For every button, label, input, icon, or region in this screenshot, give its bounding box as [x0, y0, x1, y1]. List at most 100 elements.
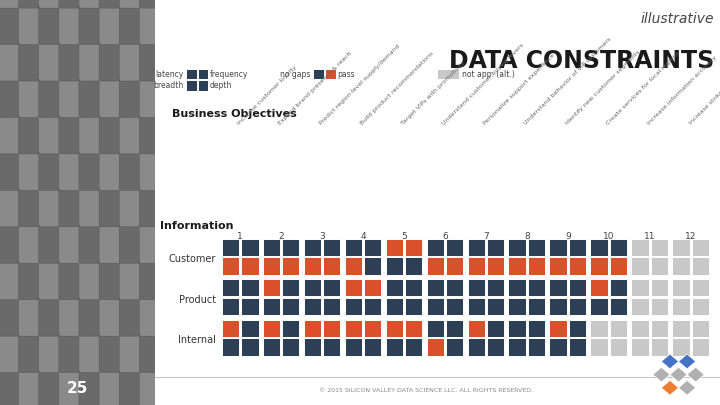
FancyBboxPatch shape	[140, 259, 161, 300]
FancyBboxPatch shape	[0, 77, 20, 117]
FancyBboxPatch shape	[120, 223, 141, 263]
FancyBboxPatch shape	[241, 338, 258, 356]
FancyBboxPatch shape	[120, 150, 141, 190]
FancyBboxPatch shape	[120, 296, 141, 336]
FancyBboxPatch shape	[508, 257, 526, 275]
FancyBboxPatch shape	[222, 279, 239, 296]
FancyBboxPatch shape	[610, 338, 627, 356]
FancyBboxPatch shape	[282, 257, 300, 275]
FancyBboxPatch shape	[304, 257, 321, 275]
FancyBboxPatch shape	[325, 69, 336, 79]
FancyBboxPatch shape	[140, 0, 161, 8]
FancyBboxPatch shape	[59, 113, 81, 154]
Text: 9: 9	[565, 232, 571, 241]
FancyBboxPatch shape	[569, 279, 586, 296]
FancyBboxPatch shape	[0, 113, 20, 154]
FancyBboxPatch shape	[590, 320, 608, 337]
FancyBboxPatch shape	[692, 338, 709, 356]
Text: Increase strike rate/close: Increase strike rate/close	[688, 66, 720, 126]
FancyBboxPatch shape	[569, 239, 586, 256]
FancyBboxPatch shape	[467, 338, 485, 356]
FancyBboxPatch shape	[385, 279, 403, 296]
FancyBboxPatch shape	[651, 338, 668, 356]
FancyBboxPatch shape	[59, 259, 81, 300]
FancyBboxPatch shape	[446, 320, 464, 337]
FancyBboxPatch shape	[405, 279, 423, 296]
FancyBboxPatch shape	[569, 338, 586, 356]
FancyBboxPatch shape	[282, 298, 300, 315]
Text: 6: 6	[442, 232, 448, 241]
Text: Information: Information	[161, 221, 234, 231]
FancyBboxPatch shape	[569, 320, 586, 337]
FancyBboxPatch shape	[590, 298, 608, 315]
FancyBboxPatch shape	[198, 69, 209, 79]
FancyBboxPatch shape	[446, 279, 464, 296]
FancyBboxPatch shape	[120, 113, 141, 154]
Text: 12: 12	[685, 232, 697, 241]
FancyBboxPatch shape	[651, 279, 668, 296]
FancyBboxPatch shape	[323, 239, 341, 256]
FancyBboxPatch shape	[651, 239, 668, 256]
FancyBboxPatch shape	[140, 113, 161, 154]
FancyBboxPatch shape	[99, 0, 121, 8]
Polygon shape	[687, 367, 704, 382]
FancyBboxPatch shape	[120, 4, 141, 45]
FancyBboxPatch shape	[19, 77, 40, 117]
FancyBboxPatch shape	[313, 69, 324, 79]
FancyBboxPatch shape	[405, 239, 423, 256]
FancyBboxPatch shape	[79, 186, 101, 227]
FancyBboxPatch shape	[467, 239, 485, 256]
Text: pass: pass	[338, 70, 355, 79]
FancyBboxPatch shape	[446, 239, 464, 256]
Text: Product: Product	[179, 295, 216, 305]
FancyBboxPatch shape	[528, 338, 545, 356]
FancyBboxPatch shape	[549, 338, 567, 356]
FancyBboxPatch shape	[140, 77, 161, 117]
FancyBboxPatch shape	[99, 259, 121, 300]
FancyBboxPatch shape	[39, 4, 60, 45]
FancyBboxPatch shape	[467, 279, 485, 296]
FancyBboxPatch shape	[569, 257, 586, 275]
FancyBboxPatch shape	[39, 150, 60, 190]
Text: Internal: Internal	[178, 335, 216, 345]
FancyBboxPatch shape	[364, 257, 382, 275]
FancyBboxPatch shape	[692, 320, 709, 337]
FancyBboxPatch shape	[120, 332, 141, 373]
Text: 25: 25	[67, 381, 88, 396]
FancyBboxPatch shape	[528, 279, 545, 296]
FancyBboxPatch shape	[59, 296, 81, 336]
FancyBboxPatch shape	[241, 257, 258, 275]
FancyBboxPatch shape	[222, 338, 239, 356]
FancyBboxPatch shape	[467, 320, 485, 337]
FancyBboxPatch shape	[345, 320, 362, 337]
FancyBboxPatch shape	[426, 239, 444, 256]
FancyBboxPatch shape	[241, 298, 258, 315]
FancyBboxPatch shape	[39, 40, 60, 81]
FancyBboxPatch shape	[438, 69, 459, 79]
FancyBboxPatch shape	[241, 239, 258, 256]
Text: not app. (alt.): not app. (alt.)	[462, 70, 515, 79]
FancyBboxPatch shape	[222, 320, 239, 337]
FancyBboxPatch shape	[140, 40, 161, 81]
FancyBboxPatch shape	[446, 257, 464, 275]
FancyBboxPatch shape	[364, 338, 382, 356]
FancyBboxPatch shape	[426, 338, 444, 356]
FancyBboxPatch shape	[549, 298, 567, 315]
FancyBboxPatch shape	[99, 113, 121, 154]
FancyBboxPatch shape	[19, 332, 40, 373]
Text: Business Objectives: Business Objectives	[172, 109, 297, 119]
FancyBboxPatch shape	[569, 298, 586, 315]
FancyBboxPatch shape	[120, 0, 141, 8]
Text: depth: depth	[210, 81, 232, 90]
FancyBboxPatch shape	[487, 257, 505, 275]
FancyBboxPatch shape	[99, 77, 121, 117]
FancyBboxPatch shape	[364, 320, 382, 337]
FancyBboxPatch shape	[345, 239, 362, 256]
FancyBboxPatch shape	[140, 369, 161, 405]
FancyBboxPatch shape	[0, 0, 20, 8]
FancyBboxPatch shape	[39, 259, 60, 300]
FancyBboxPatch shape	[692, 239, 709, 256]
FancyBboxPatch shape	[631, 239, 649, 256]
FancyBboxPatch shape	[385, 239, 403, 256]
FancyBboxPatch shape	[59, 0, 81, 8]
